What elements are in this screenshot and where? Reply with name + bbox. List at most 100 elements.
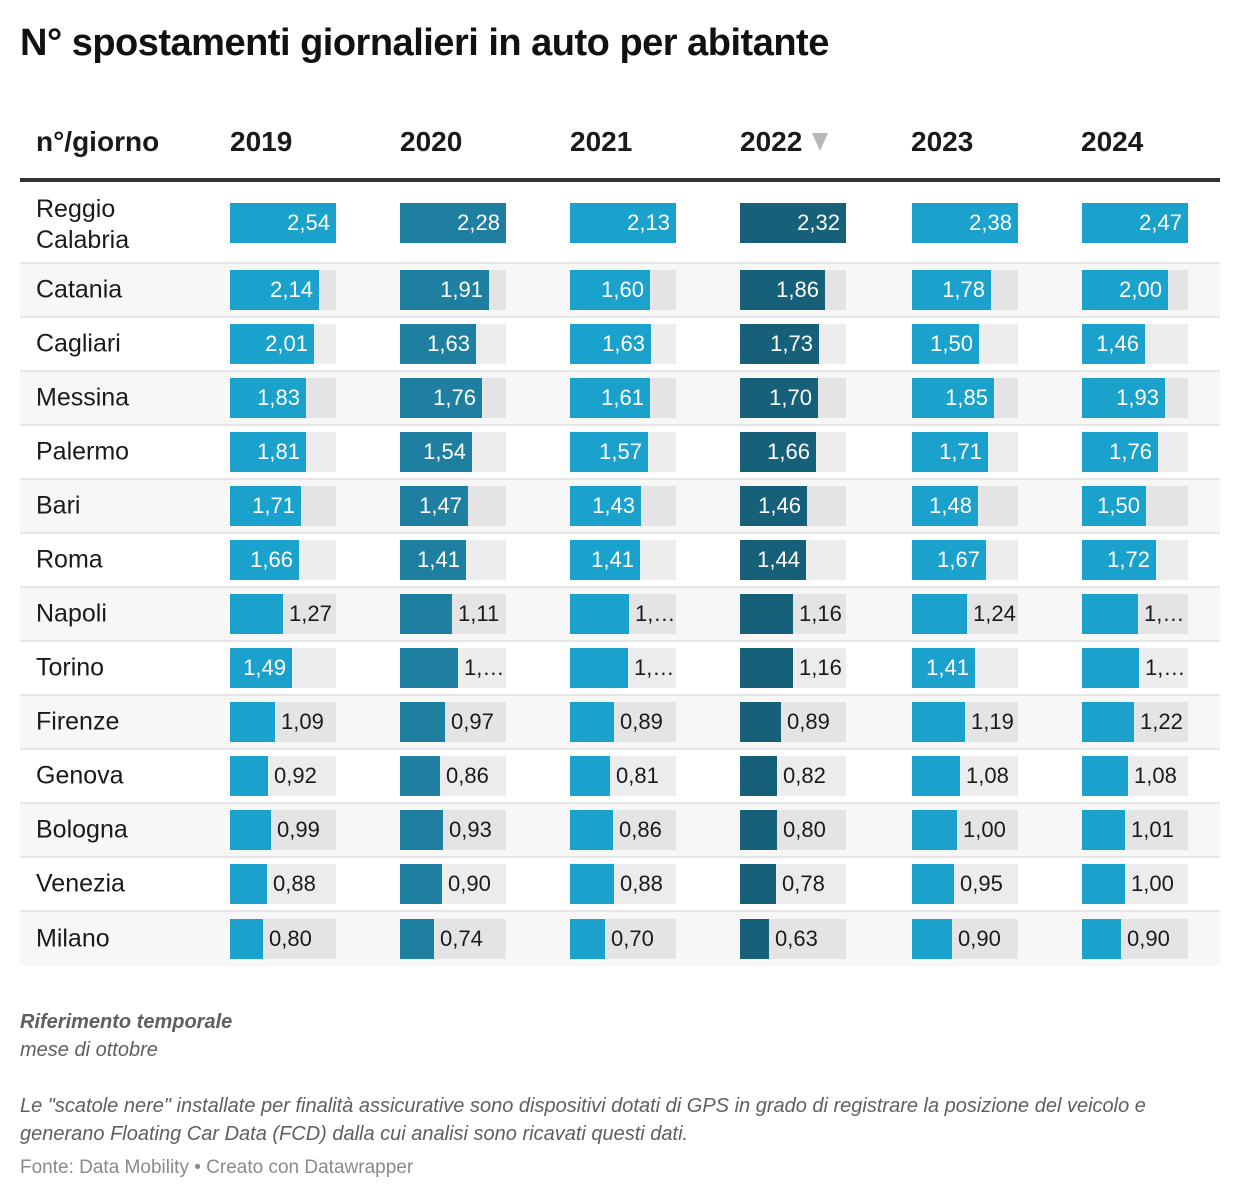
value-label: 1,11 [458, 601, 500, 626]
bar [570, 432, 648, 472]
value-label: 0,89 [787, 709, 830, 734]
column-header-label: 2019 [230, 126, 293, 157]
bar-cell-2022: 1,44 [740, 540, 846, 580]
bar-cell-2021: 1,61 [570, 378, 676, 418]
bar [570, 486, 641, 526]
column-header-2024[interactable]: 2024 [1081, 126, 1143, 158]
value-label: 1,49 [243, 655, 286, 680]
bar-cell-2021: 1,63 [570, 324, 676, 364]
bar [1082, 648, 1139, 688]
column-header-label: 2022 [740, 126, 803, 157]
value-label: 1,86 [776, 277, 819, 302]
bar-cell-2020: 1,91 [400, 270, 506, 310]
bar-cell-2021: 1,60 [570, 270, 676, 310]
column-header-city[interactable]: n°/giorno [36, 126, 160, 157]
value-label: 1,… [1144, 601, 1185, 626]
bar [1082, 432, 1158, 472]
column-header-label: 2023 [911, 126, 974, 157]
value-label: 2,47 [1139, 210, 1182, 235]
value-label: 1,… [464, 655, 505, 680]
city-label: Milano [36, 924, 110, 953]
bar-cell-2024: 1,08 [1082, 756, 1188, 796]
bar [570, 864, 614, 904]
bar-cell-2019: 1,71 [230, 486, 336, 526]
data-table: n°/giorno 2019 2020 2021 2022 2023 2024 … [20, 110, 1220, 966]
bar-cell-2020: 1,63 [400, 324, 506, 364]
bar [912, 756, 960, 796]
bar [740, 756, 777, 796]
bar [1082, 919, 1121, 959]
bar-cell-2021: 0,86 [570, 810, 676, 850]
bar-cell-2023: 1,85 [912, 378, 1018, 418]
value-label: 1,46 [758, 493, 801, 518]
city-label: Palermo [36, 437, 130, 466]
value-label: 1,85 [945, 385, 988, 410]
value-label: 1,43 [592, 493, 635, 518]
bar [400, 270, 489, 310]
sort-descending-icon[interactable] [812, 132, 829, 151]
bar [570, 324, 651, 364]
bar [912, 203, 1018, 243]
value-label: 0,78 [782, 871, 825, 896]
column-header-2019[interactable]: 2019 [230, 126, 292, 158]
bar [570, 594, 629, 634]
bar [1082, 810, 1125, 850]
notes-heading: Riferimento temporale [20, 1011, 233, 1033]
bar-cell-2022: 1,16 [740, 594, 846, 634]
value-label: 1,01 [1131, 817, 1174, 842]
value-label: 0,88 [620, 871, 663, 896]
bar [230, 432, 306, 472]
value-label: 2,14 [270, 277, 313, 302]
bar-cell-2020: 0,90 [400, 864, 506, 904]
value-label: 1,44 [757, 547, 800, 572]
bar-cell-2021: 0,89 [570, 702, 676, 742]
city-label: Catania [36, 275, 123, 304]
bar [400, 203, 506, 243]
value-label: 1,27 [289, 601, 332, 626]
value-label: 0,88 [273, 871, 316, 896]
chart-title: N° spostamenti giornalieri in auto per a… [20, 22, 829, 64]
value-label: 1,83 [257, 385, 300, 410]
bar [230, 540, 299, 580]
value-label: 2,13 [627, 210, 670, 235]
bar-cell-2021: 1,… [570, 648, 676, 688]
value-label: 1,60 [601, 277, 644, 302]
bar-cell-2021: 1,43 [570, 486, 676, 526]
value-label: 1,67 [937, 547, 980, 572]
city-label: Reggio Calabria [36, 194, 130, 254]
bar-cell-2021: 0,70 [570, 919, 676, 959]
value-label: 1,50 [1097, 493, 1140, 518]
column-header-2021[interactable]: 2021 [570, 126, 632, 158]
bar [230, 810, 271, 850]
table-row: Bari 1,71 1,47 1,43 1,46 1,48 1,50 [20, 480, 1220, 534]
value-label: 0,82 [783, 763, 826, 788]
bar-cell-2020: 0,93 [400, 810, 506, 850]
bar [740, 810, 777, 850]
bar-cell-2024: 1,50 [1082, 486, 1188, 526]
value-label: 2,32 [797, 210, 840, 235]
bar-cell-2020: 0,74 [400, 919, 506, 959]
bar [230, 756, 268, 796]
bar-cell-2023: 0,95 [912, 864, 1018, 904]
bar [230, 378, 306, 418]
value-label: 1,78 [942, 277, 985, 302]
column-header-2023[interactable]: 2023 [911, 126, 973, 158]
column-header-2022[interactable]: 2022 [740, 126, 829, 158]
bar [912, 540, 986, 580]
bar-cell-2022: 1,73 [740, 324, 846, 364]
column-header-2020[interactable]: 2020 [400, 126, 462, 158]
bar [740, 270, 825, 310]
bar-cell-2022: 1,66 [740, 432, 846, 472]
value-label: 1,61 [601, 385, 644, 410]
bar [570, 648, 628, 688]
table-row: Reggio Calabria 2,54 2,28 2,13 2,32 2,38 2,47 [20, 184, 1220, 264]
bar [570, 702, 614, 742]
value-label: 0,70 [611, 926, 654, 951]
bar [1082, 203, 1188, 243]
bar [570, 756, 610, 796]
bar [230, 486, 301, 526]
bar-cell-2024: 1,22 [1082, 702, 1188, 742]
value-label: 0,95 [960, 871, 1003, 896]
value-label: 0,90 [958, 926, 1001, 951]
value-label: 1,… [634, 655, 675, 680]
